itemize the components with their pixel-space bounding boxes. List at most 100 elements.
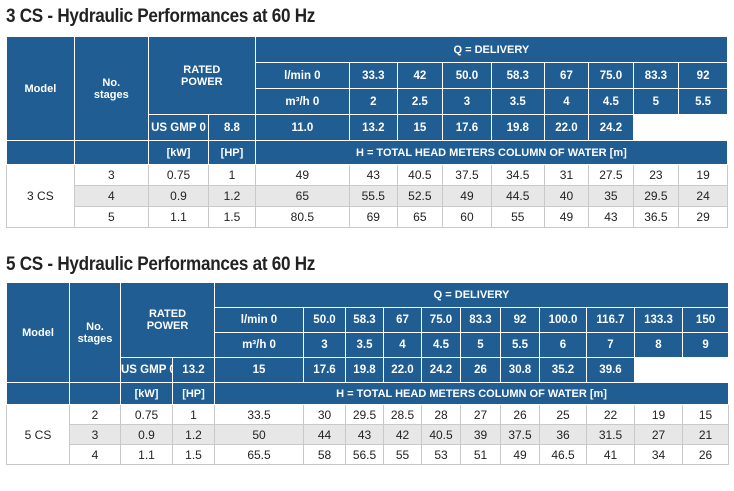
- unit-label: l/min 0: [254, 62, 350, 89]
- cell-head: 19: [634, 404, 683, 425]
- unit-value: 4: [543, 88, 590, 115]
- cell-head: 52.5: [396, 185, 444, 207]
- cell-head: 65.5: [214, 444, 304, 465]
- cell-hp: 1.2: [172, 424, 215, 445]
- cell-stages: 4: [73, 185, 149, 207]
- cell-head: 65: [396, 206, 444, 228]
- unit-value: 19.8: [490, 114, 545, 141]
- unit-label: US GMP 0: [147, 114, 210, 141]
- header-stages: No. stages: [73, 36, 149, 141]
- unit-value: 58.3: [345, 307, 384, 333]
- unit-value: 13.2: [348, 114, 398, 141]
- table-row: 5 CS 2 0.75 1 33.5 30 29.5 28.5 28 27 26…: [6, 404, 730, 465]
- header-head: H = TOTAL HEAD METERS COLUMN OF WATER [m…: [254, 140, 729, 165]
- cell-head: 55.5: [348, 185, 398, 207]
- cell-head: 21: [681, 424, 730, 445]
- unit-value: 83.3: [632, 62, 680, 89]
- cell-head: 29: [678, 206, 728, 228]
- cell-kw: 0.9: [147, 185, 210, 207]
- unit-label: m³/h 0: [214, 332, 304, 358]
- table-row: 4 1.1 1.5 65.5 58 56.5 55 53 51 49 46.5 …: [6, 444, 730, 465]
- model-name: 5 CS: [6, 404, 70, 465]
- cell-head: 44.5: [490, 185, 545, 207]
- cell-head: 43: [345, 424, 384, 445]
- cell-kw: 0.9: [120, 424, 173, 445]
- cell-head: 27: [634, 424, 683, 445]
- model-name: 3 CS: [6, 164, 75, 228]
- header-hp: [HP]: [208, 140, 256, 165]
- unit-value: 30.8: [500, 357, 540, 383]
- cell-head: 28.5: [383, 404, 422, 425]
- cell-head: 58: [303, 444, 346, 465]
- table-title-5cs: 5 CS - Hydraulic Performances at 60 Hz: [6, 254, 316, 275]
- cell-head: 19: [678, 164, 728, 186]
- cell-head: 15: [681, 404, 730, 425]
- header-stages: No. stages: [69, 282, 121, 383]
- cell-head: 55: [490, 206, 545, 228]
- cell-stages: 3: [69, 424, 121, 445]
- cell-kw: 0.75: [147, 164, 210, 186]
- unit-value: 42: [396, 62, 444, 89]
- unit-row-m3h: m³/h 0 2 2.5 3 3.5 4 4.5 5 5.5: [7, 88, 728, 115]
- cell-head: 25: [539, 404, 587, 425]
- cell-hp: 1.5: [208, 206, 256, 228]
- cell-head: 40.5: [396, 164, 444, 186]
- cell-head: 69: [348, 206, 398, 228]
- unit-value: 3: [442, 88, 492, 115]
- unit-value: 33.3: [348, 62, 398, 89]
- unit-value: 7: [586, 332, 635, 358]
- cell-head: 30: [303, 404, 346, 425]
- unit-value: 5: [460, 332, 501, 358]
- unit-value: 2: [348, 88, 398, 115]
- cell-head: 34: [634, 444, 683, 465]
- cell-hp: 1: [172, 404, 215, 425]
- cell-head: 37.5: [500, 424, 540, 445]
- cell-head: 50: [214, 424, 304, 445]
- table-row: 3 CS 3 0.75 1 49 43 40.5 37.5 34.5 31 27…: [6, 164, 728, 228]
- header-model: Model: [6, 36, 75, 141]
- unit-value: 116.7: [586, 307, 635, 333]
- unit-value: 8: [634, 332, 683, 358]
- unit-value: 67: [543, 62, 590, 89]
- cell-hp: 1: [208, 164, 256, 186]
- performance-table-5cs: Model No. stages RATED POWER Q = DELIVERY …: [6, 282, 730, 465]
- table-row: 5 1.1 1.5 80.5 69 65 60 55 49 43 36.5 29: [6, 206, 728, 228]
- cell-head: 49: [442, 185, 492, 207]
- cell-head: 33.5: [214, 404, 304, 425]
- cell-stages: 4: [69, 444, 121, 465]
- cell-stages: 2: [69, 404, 121, 425]
- unit-value: 3: [303, 332, 346, 358]
- cell-head: 35: [588, 185, 634, 207]
- cell-head: 42: [383, 424, 422, 445]
- unit-value: 35.2: [539, 357, 587, 383]
- unit-value: 39.6: [586, 357, 635, 383]
- cell-head: 43: [588, 206, 634, 228]
- cell-kw: 0.75: [120, 404, 173, 425]
- unit-value: 2.5: [396, 88, 444, 115]
- header-rated-power: RATED POWER: [120, 282, 215, 358]
- unit-label: US GMP 0: [120, 357, 173, 383]
- unit-value: 92: [678, 62, 728, 89]
- unit-value: 15: [396, 114, 444, 141]
- cell-head: 23: [632, 164, 680, 186]
- unit-row-usgpm: US GMP 0 13.2 15 17.6 19.8 22.0 24.2 26 …: [7, 357, 729, 383]
- unit-value: 50.0: [303, 307, 346, 333]
- cell-head: 26: [500, 404, 540, 425]
- unit-value: 133.3: [634, 307, 683, 333]
- cell-stages: 3: [73, 164, 149, 186]
- unit-value: 26: [460, 357, 501, 383]
- unit-value: 3.5: [345, 332, 384, 358]
- unit-value: 75.0: [421, 307, 461, 333]
- unit-value: 13.2: [172, 357, 215, 383]
- cell-head: 24: [678, 185, 728, 207]
- unit-value: 58.3: [490, 62, 545, 89]
- unit-row-lmin: l/min 0 50.0 58.3 67 75.0 83.3 92 100.0 …: [7, 307, 730, 333]
- unit-value: 4.5: [588, 88, 634, 115]
- cell-head: 49: [254, 164, 350, 186]
- unit-value: 11.0: [254, 114, 350, 141]
- header-rated-power: RATED POWER: [147, 36, 256, 115]
- unit-value: 17.6: [303, 357, 346, 383]
- performance-table-3cs: Model No. stages RATED POWER Q = DELIVERY …: [6, 36, 729, 228]
- unit-row-lmin: l/min 0 33.3 42 50.0 58.3 67 75.0 83.3 9…: [7, 62, 728, 89]
- unit-value: 24.2: [588, 114, 634, 141]
